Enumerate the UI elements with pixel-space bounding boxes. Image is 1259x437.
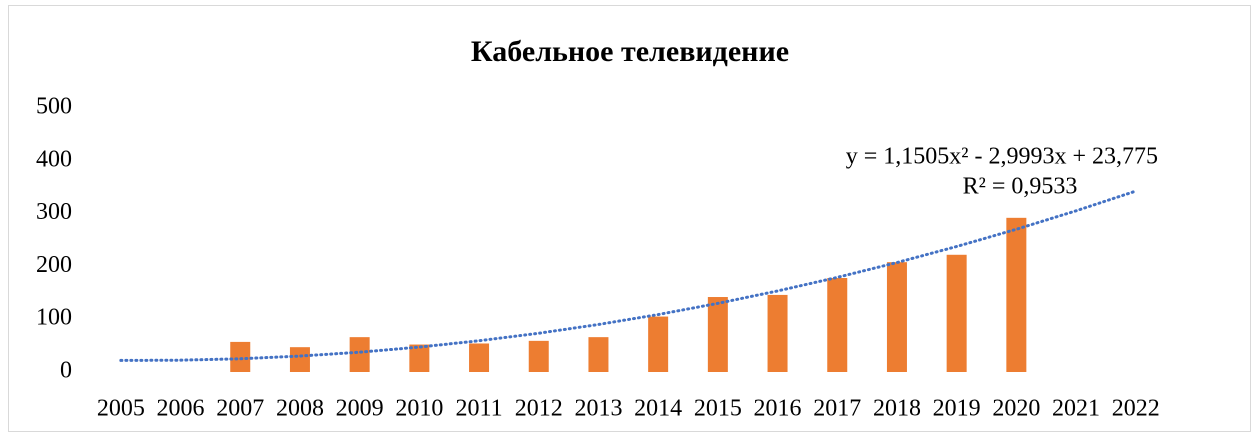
x-tick-label: 2012	[515, 396, 563, 422]
bar	[946, 254, 967, 372]
bar	[707, 297, 728, 372]
x-tick-label: 2005	[97, 396, 145, 422]
x-tick-label: 2006	[157, 396, 205, 422]
y-tick-label: 400	[36, 146, 72, 172]
bar	[767, 294, 788, 372]
x-tick-label: 2021	[1052, 396, 1100, 422]
bar	[409, 344, 430, 372]
bar	[289, 347, 310, 372]
y-tick-label: 500	[36, 94, 72, 120]
x-tick-label: 2020	[992, 396, 1040, 422]
x-tick-label: 2010	[395, 396, 443, 422]
bar	[528, 340, 549, 372]
trendline-r-squared: R² = 0,9533	[963, 174, 1078, 200]
y-tick-label: 0	[60, 358, 72, 384]
x-tick-label: 2013	[574, 396, 622, 422]
bar	[469, 343, 490, 372]
bar	[648, 316, 669, 372]
bar	[230, 341, 251, 372]
x-tick-label: 2016	[754, 396, 802, 422]
bar	[588, 337, 609, 372]
y-tick-label: 200	[36, 252, 72, 278]
y-tick-label: 100	[36, 305, 72, 331]
x-tick-label: 2011	[455, 396, 502, 422]
bar	[827, 278, 848, 372]
x-tick-label: 2008	[276, 396, 324, 422]
bar	[886, 262, 907, 372]
bar	[349, 337, 370, 372]
x-tick-label: 2007	[216, 396, 264, 422]
x-tick-label: 2009	[336, 396, 384, 422]
bar	[1006, 217, 1027, 372]
x-tick-label: 2018	[873, 396, 921, 422]
trendline	[119, 189, 1138, 362]
x-tick-label: 2015	[694, 396, 742, 422]
x-tick-label: 2017	[813, 396, 861, 422]
x-tick-label: 2022	[1112, 396, 1160, 422]
y-tick-label: 300	[36, 199, 72, 225]
x-tick-label: 2019	[933, 396, 981, 422]
x-tick-label: 2014	[634, 396, 682, 422]
chart-border	[8, 5, 1251, 432]
chart-title: Кабельное телевидение	[471, 35, 789, 68]
trendline-equation: y = 1,1505x² - 2,9993x + 23,775	[846, 144, 1158, 170]
